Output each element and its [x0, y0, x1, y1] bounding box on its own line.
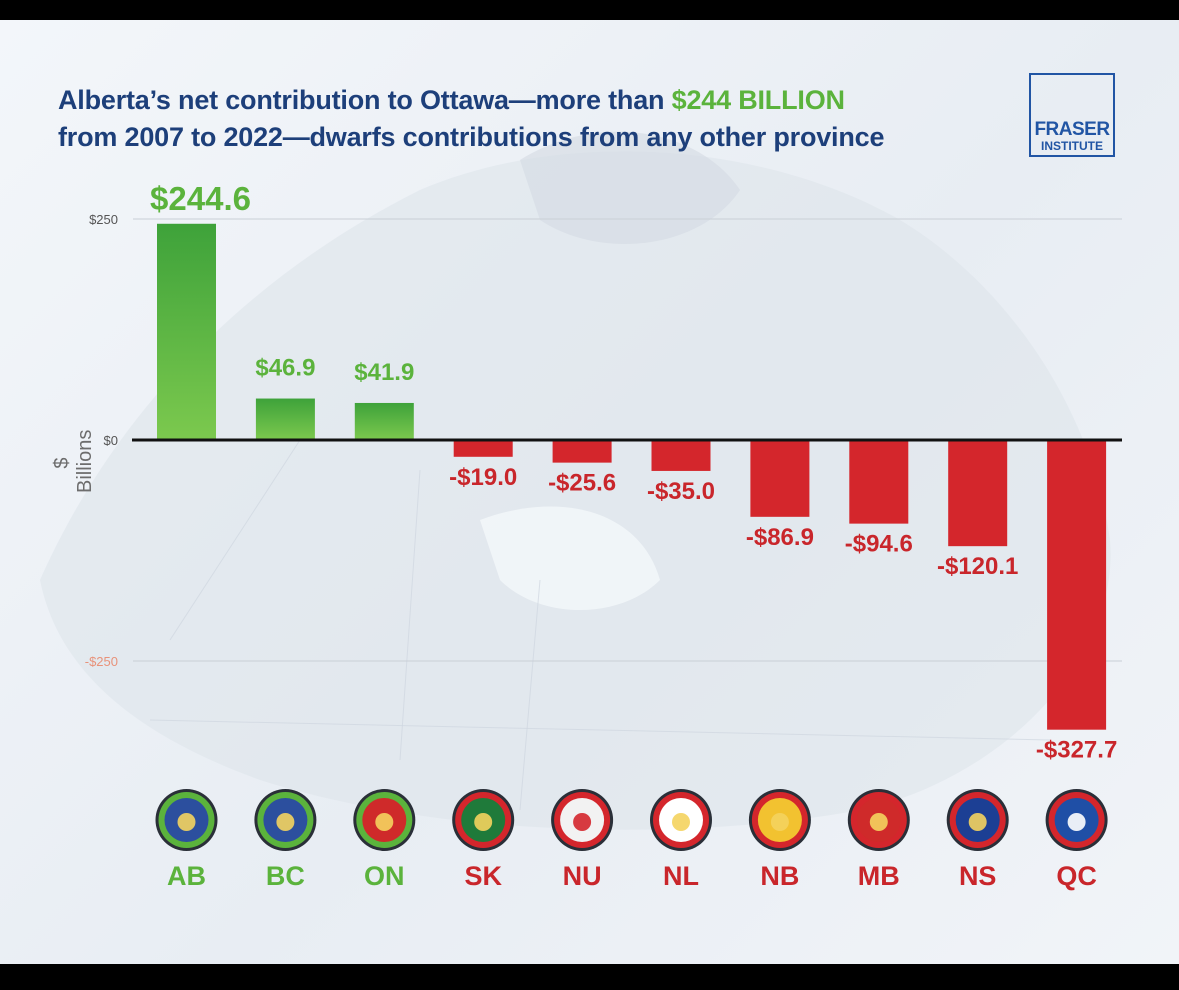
- bar-ns: [948, 440, 1008, 547]
- data-label-on: $41.9: [354, 359, 414, 386]
- nova-scotia-flag-icon: [946, 789, 1009, 851]
- title-highlight: $244 BILLION: [671, 85, 845, 115]
- category-label-qc: QC: [1056, 861, 1097, 891]
- category-label-nl: NL: [663, 861, 699, 891]
- bar-nu: [552, 440, 612, 463]
- y-tick-label: $0: [104, 433, 118, 448]
- canada-map-background: [40, 131, 1111, 830]
- bar-qc: [1047, 440, 1107, 730]
- data-label-nu: -$25.6: [548, 470, 616, 497]
- bar-ab: [157, 223, 216, 440]
- data-label-ns: -$120.1: [937, 553, 1018, 580]
- bar-chart: $250 $0 -$250 $244.6 $46.9 $41.9 -$19.0 -$25.6 -…: [85, 180, 1122, 891]
- category-label-nu: NU: [563, 861, 602, 891]
- data-label-mb: -$94.6: [845, 531, 913, 558]
- category-label-sk: SK: [464, 861, 502, 891]
- ontario-flag-icon: [353, 789, 416, 851]
- bar-nb: [750, 440, 810, 517]
- category-label-on: ON: [364, 861, 405, 891]
- bar-on: [354, 402, 414, 440]
- category-label-bc: BC: [266, 861, 305, 891]
- bar-nl: [651, 440, 711, 471]
- data-label-nb: -$86.9: [746, 524, 814, 551]
- fraser-institute-logo: FRASER INSTITUTE: [1029, 73, 1115, 157]
- alberta-flag-icon: [155, 789, 218, 851]
- nunavut-flag-icon: [551, 789, 614, 851]
- manitoba-flag-icon: [847, 789, 910, 851]
- title-part2: from 2007 to 2022—dwarfs contributions f…: [58, 122, 885, 152]
- data-label-qc: -$327.7: [1036, 737, 1117, 764]
- quebec-flag-icon: [1045, 789, 1108, 851]
- category-label-nb: NB: [760, 861, 799, 891]
- category-label-mb: MB: [858, 861, 900, 891]
- data-label-sk: -$19.0: [449, 464, 517, 491]
- bar-sk: [453, 440, 513, 457]
- title-part1: Alberta’s net contribution to Ottawa—mor…: [58, 85, 672, 115]
- logo-line2: INSTITUTE: [1041, 139, 1103, 153]
- chart-title: Alberta’s net contribution to Ottawa—mor…: [58, 82, 998, 156]
- category-label-ns: NS: [959, 861, 997, 891]
- data-label-nl: -$35.0: [647, 478, 715, 505]
- british-columbia-flag-icon: [254, 789, 317, 851]
- new-brunswick-flag-icon: [748, 789, 811, 851]
- y-tick-label: -$250: [85, 654, 118, 669]
- category-label-ab: AB: [167, 861, 206, 891]
- newfoundland-flag-icon: [650, 789, 712, 851]
- bottom-bar: [0, 964, 1179, 990]
- logo-line1: FRASER: [1034, 119, 1110, 140]
- saskatchewan-flag-icon: [452, 789, 515, 851]
- bar-mb: [849, 440, 909, 524]
- infographic-panel: Alberta’s net contribution to Ottawa—mor…: [0, 20, 1179, 964]
- data-label-ab: $244.6: [150, 180, 251, 217]
- y-tick-label: $250: [89, 212, 118, 227]
- bar-bc: [255, 398, 315, 440]
- data-label-bc: $46.9: [255, 355, 315, 382]
